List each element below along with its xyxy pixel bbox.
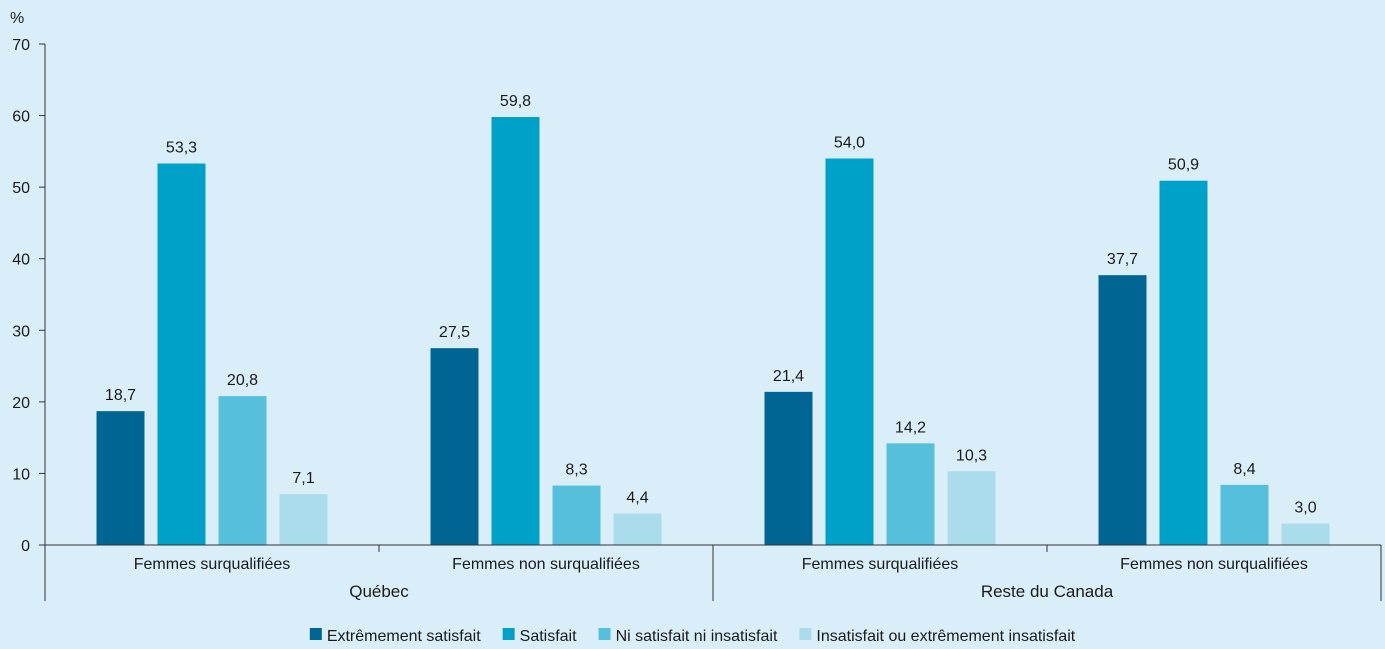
data-label: 8,3 (565, 462, 587, 479)
category-label: Femmes non surqualifiées (1120, 556, 1308, 573)
category-label: Femmes surqualifiées (134, 556, 291, 573)
legend-label: Ni satisfait ni insatisfait (616, 628, 778, 645)
data-label: 4,4 (626, 490, 648, 507)
bar (96, 411, 145, 545)
data-label: 53,3 (166, 140, 197, 157)
legend-swatch (598, 628, 611, 640)
data-label: 50,9 (1168, 157, 1199, 174)
data-label: 3,0 (1294, 500, 1316, 517)
y-tick-label: 20 (12, 395, 30, 412)
bar (491, 117, 540, 545)
y-tick-label: 60 (12, 109, 30, 126)
data-label: 59,8 (500, 93, 531, 110)
group-label: Reste du Canada (981, 582, 1114, 601)
bar (764, 391, 813, 545)
group-label: Québec (349, 582, 409, 601)
bar (886, 443, 935, 545)
bar (947, 471, 996, 545)
y-tick-label: 0 (21, 538, 30, 555)
category-label: Femmes non surqualifiées (452, 556, 640, 573)
data-label: 20,8 (227, 372, 258, 389)
y-axis-label: % (10, 10, 24, 27)
bar (1098, 275, 1147, 545)
bar (430, 348, 479, 545)
legend-swatch (799, 628, 812, 640)
y-tick-label: 40 (12, 252, 30, 269)
data-label: 14,2 (895, 419, 926, 436)
bar (1281, 523, 1330, 545)
legend-swatch (502, 628, 515, 640)
data-label: 10,3 (956, 447, 987, 464)
data-label: 37,7 (1107, 251, 1138, 268)
legend-label: Extrêmement satisfait (327, 628, 481, 645)
data-label: 21,4 (773, 368, 804, 385)
bar (157, 163, 206, 545)
y-tick-label: 30 (12, 323, 30, 340)
bar (279, 494, 328, 545)
data-label: 54,0 (834, 135, 865, 152)
bar (1159, 180, 1208, 546)
bar (613, 513, 662, 545)
legend: Extrêmement satisfait Satisfait Ni satisfa… (309, 628, 1076, 645)
data-label: 7,1 (292, 470, 314, 487)
bar (825, 158, 874, 545)
y-tick-label: 50 (12, 180, 30, 197)
bar (1220, 484, 1269, 545)
y-tick-label: 10 (12, 466, 30, 483)
y-tick-label: 70 (12, 37, 30, 54)
bar (218, 396, 267, 545)
legend-swatch (309, 628, 322, 640)
x-axis: Femmes surqualifiées Femmes non surqualif… (44, 544, 1382, 601)
legend-label: Insatisfait ou extrêmement insatisfait (816, 628, 1075, 645)
bar (552, 485, 601, 545)
data-label: 27,5 (439, 324, 470, 341)
legend-label: Satisfait (520, 628, 577, 645)
bars: 18,7 53,3 20,8 7,1 27,5 59,8 8,3 4,4 21,4 54,0 14,… (96, 93, 1330, 546)
category-label: Femmes surqualifiées (802, 556, 959, 573)
y-axis: 0 10 20 30 40 50 60 70 (12, 37, 46, 555)
data-label: 18,7 (105, 387, 136, 404)
data-label: 8,4 (1233, 461, 1255, 478)
